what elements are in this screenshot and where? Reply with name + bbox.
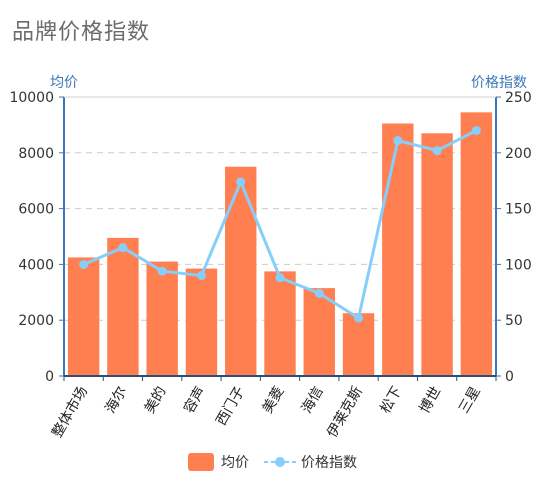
- legend-line-label: 价格指数: [301, 455, 357, 471]
- legend-line-marker[interactable]: [275, 457, 285, 467]
- y-left-tick-label: 4000: [18, 257, 54, 273]
- legend-bar-swatch[interactable]: [188, 453, 214, 471]
- price-index-point-2[interactable]: [157, 266, 167, 276]
- x-tick-label-9: 博世: [416, 384, 445, 417]
- bar-2[interactable]: [146, 261, 178, 376]
- y-left-axis-title: 均价: [50, 75, 78, 91]
- x-tick-label-3: 容声: [180, 384, 209, 417]
- y-right-tick-label: 150: [505, 202, 532, 218]
- bar-8[interactable]: [382, 123, 414, 376]
- x-tick-label-0: 整体市场: [48, 384, 91, 441]
- bar-4[interactable]: [225, 166, 257, 376]
- y-left-tick-label: 6000: [18, 202, 54, 218]
- legend-bar-label: 均价: [221, 455, 249, 471]
- bar-5[interactable]: [264, 271, 296, 376]
- x-tick-label-1: 海尔: [103, 384, 131, 416]
- y-left-tick-label: 8000: [18, 146, 54, 162]
- price-index-point-6[interactable]: [314, 288, 324, 298]
- price-index-point-7[interactable]: [354, 313, 364, 323]
- chart-title: 品牌价格指数: [12, 20, 151, 45]
- y-left-tick-label: 0: [45, 369, 54, 385]
- price-index-point-10[interactable]: [471, 125, 481, 135]
- y-right-axis-title: 价格指数: [471, 75, 527, 91]
- y-right-tick-label: 50: [505, 313, 523, 329]
- price-index-point-3[interactable]: [196, 271, 206, 281]
- price-index-point-0[interactable]: [79, 259, 89, 269]
- y-right-tick-label: 250: [505, 90, 532, 106]
- bar-10[interactable]: [460, 112, 493, 376]
- bar-9[interactable]: [421, 133, 453, 376]
- price-index-point-1[interactable]: [118, 243, 128, 253]
- bar-3[interactable]: [185, 268, 218, 376]
- y-right-tick-label: 200: [505, 146, 532, 162]
- axis-layer: [59, 96, 501, 381]
- line-layer: [79, 125, 481, 323]
- bar-0[interactable]: [67, 257, 100, 376]
- x-tick-label-5: 美菱: [260, 384, 288, 416]
- bar-6[interactable]: [303, 288, 335, 376]
- y-right-tick-label: 100: [505, 257, 532, 273]
- legend[interactable]: 均价 价格指数: [188, 453, 357, 471]
- x-tick-label-10: 三星: [456, 384, 484, 416]
- bar-7[interactable]: [342, 313, 375, 376]
- x-tick-label-4: 西门子: [213, 384, 248, 428]
- y-left-tick-label: 10000: [9, 90, 54, 106]
- y-right-tick-label: 0: [505, 369, 514, 385]
- x-tick-label-2: 美的: [142, 384, 170, 416]
- x-tick-label-7: 伊莱克斯: [324, 384, 366, 440]
- price-index-point-8[interactable]: [393, 136, 403, 146]
- x-tick-label-6: 海信: [299, 384, 327, 416]
- price-index-point-9[interactable]: [432, 146, 442, 156]
- bar-1[interactable]: [107, 237, 139, 376]
- y-left-tick-label: 2000: [18, 313, 54, 329]
- price-index-point-5[interactable]: [275, 273, 285, 283]
- x-tick-label-8: 松下: [377, 384, 405, 416]
- price-index-point-4[interactable]: [236, 177, 246, 187]
- bar-layer: [67, 112, 493, 376]
